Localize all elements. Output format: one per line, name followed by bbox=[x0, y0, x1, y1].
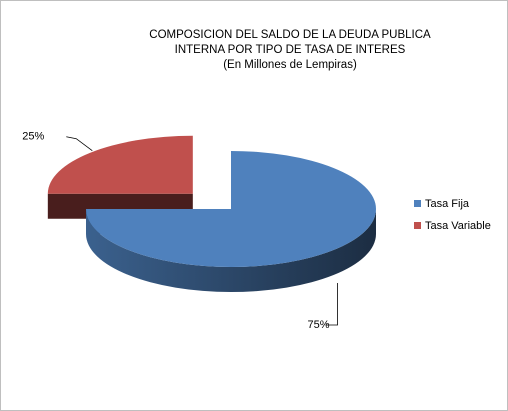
chart-subtitle: (En Millones de Lempiras) bbox=[223, 59, 357, 71]
slice bbox=[86, 151, 376, 267]
legend-swatch bbox=[414, 222, 421, 229]
data-label: 25% bbox=[22, 131, 44, 143]
leader-line bbox=[325, 283, 338, 326]
data-label: 75% bbox=[308, 319, 330, 331]
slice-side bbox=[86, 209, 376, 292]
legend-label: Tasa Fija bbox=[425, 198, 470, 210]
leader-line bbox=[66, 136, 93, 152]
legend-swatch bbox=[414, 200, 421, 207]
slice bbox=[47, 135, 193, 194]
legend-label: Tasa Variable bbox=[425, 220, 491, 232]
chart-title: COMPOSICION DEL SALDO DE LA DEUDA PUBLIC… bbox=[149, 29, 431, 56]
